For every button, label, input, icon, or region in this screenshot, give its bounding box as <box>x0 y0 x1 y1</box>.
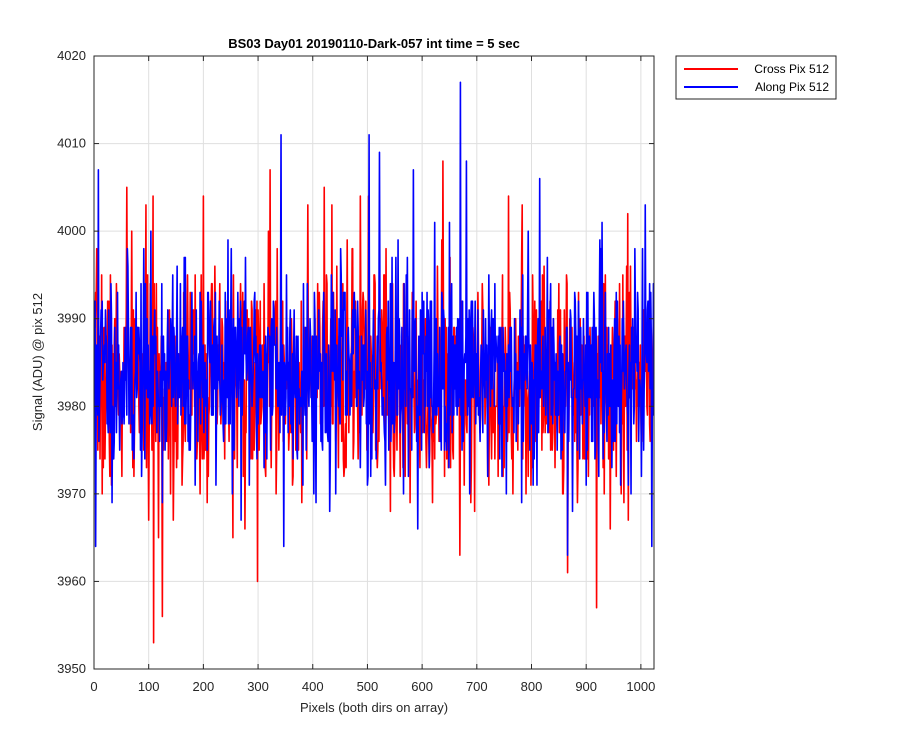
chart-title: BS03 Day01 20190110-Dark-057 int time = … <box>228 36 520 51</box>
x-tick-label: 1000 <box>626 679 655 694</box>
x-axis-label: Pixels (both dirs on array) <box>300 700 448 715</box>
series-line-along-pix-512 <box>94 81 654 556</box>
x-tick-label: 200 <box>193 679 215 694</box>
y-tick-label: 3960 <box>57 573 86 588</box>
x-tick-label: 400 <box>302 679 324 694</box>
axes-box <box>93 55 655 670</box>
x-tick-label: 800 <box>521 679 543 694</box>
x-tick-label: 600 <box>411 679 433 694</box>
x-tick-label: 0 <box>90 679 97 694</box>
y-tick-label: 4020 <box>57 48 86 63</box>
x-tick-label: 300 <box>247 679 269 694</box>
legend-label-along: Along Pix 512 <box>755 80 829 94</box>
x-tick-label: 100 <box>138 679 160 694</box>
y-tick-label: 3970 <box>57 486 86 501</box>
x-tick-label: 900 <box>575 679 597 694</box>
y-axis: 3950 3960 3970 3980 3990 4000 4010 4020 <box>57 48 654 676</box>
y-tick-label: 4000 <box>57 223 86 238</box>
y-tick-label: 3950 <box>57 661 86 676</box>
series-layer <box>94 81 654 644</box>
y-axis-label: Signal (ADU) @ pix 512 <box>30 293 45 431</box>
y-tick-label: 3980 <box>57 398 86 413</box>
legend-box <box>675 55 837 100</box>
y-tick-label: 3990 <box>57 311 86 326</box>
x-tick-label: 500 <box>357 679 379 694</box>
x-axis: 0 100 200 300 400 500 600 700 800 900 1000 <box>90 56 655 694</box>
y-tick-label: 4010 <box>57 136 86 151</box>
legend: Cross Pix 512 Along Pix 512 <box>675 55 837 100</box>
x-tick-label: 700 <box>466 679 488 694</box>
legend-label-cross: Cross Pix 512 <box>754 62 829 76</box>
